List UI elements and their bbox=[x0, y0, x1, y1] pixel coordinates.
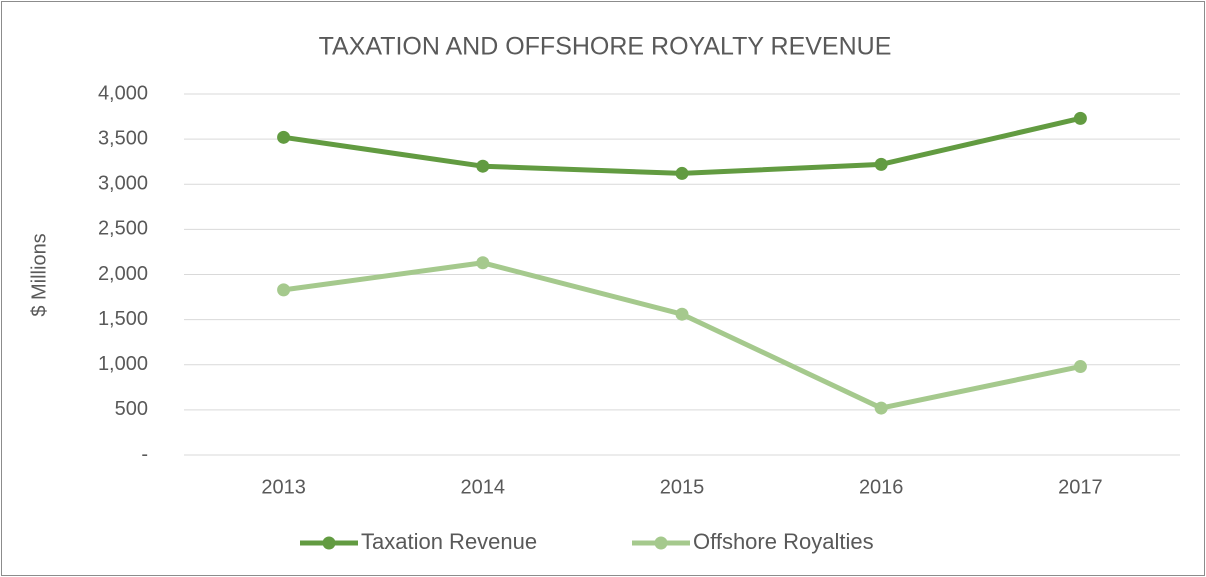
y-tick-label: - bbox=[141, 443, 148, 465]
data-point bbox=[277, 130, 291, 144]
legend-marker bbox=[654, 536, 668, 550]
data-point bbox=[476, 256, 490, 270]
y-tick-label: 1,500 bbox=[98, 308, 148, 330]
data-point bbox=[874, 157, 888, 171]
y-tick-label: 3,500 bbox=[98, 127, 148, 149]
y-tick-label: 1,000 bbox=[98, 353, 148, 375]
y-tick-label: 2,500 bbox=[98, 218, 148, 240]
y-tick-label: 2,000 bbox=[98, 263, 148, 285]
data-point bbox=[277, 283, 291, 297]
data-point bbox=[675, 307, 689, 321]
x-tick-label: 2016 bbox=[859, 476, 904, 498]
data-point bbox=[874, 401, 888, 415]
x-tick-label: 2017 bbox=[1058, 476, 1103, 498]
legend-label: Taxation Revenue bbox=[361, 529, 537, 554]
x-tick-label: 2014 bbox=[461, 476, 506, 498]
chart-title: TAXATION AND OFFSHORE ROYALTY REVENUE bbox=[319, 33, 892, 61]
legend-label: Offshore Royalties bbox=[693, 529, 874, 554]
x-tick-label: 2015 bbox=[660, 476, 705, 498]
data-point bbox=[675, 166, 689, 180]
data-point bbox=[1073, 360, 1087, 374]
y-tick-label: 4,000 bbox=[98, 82, 148, 104]
y-axis-label: $ Millions bbox=[28, 233, 50, 316]
data-point bbox=[1073, 111, 1087, 125]
data-point bbox=[476, 159, 490, 173]
y-tick-label: 3,000 bbox=[98, 173, 148, 195]
x-tick-label: 2013 bbox=[261, 476, 306, 498]
y-tick-label: 500 bbox=[115, 398, 148, 420]
legend-marker bbox=[322, 536, 336, 550]
